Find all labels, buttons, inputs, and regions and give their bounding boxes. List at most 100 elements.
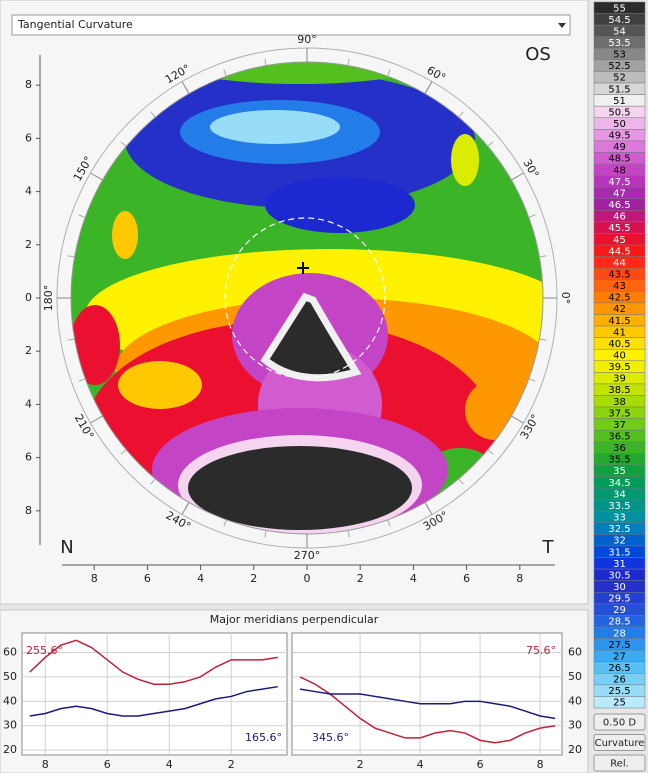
scale-label: 46.5 — [608, 200, 630, 211]
scale-label: 43 — [613, 281, 626, 292]
scale-label: 52.5 — [608, 61, 630, 72]
scale-label: 36 — [613, 443, 626, 454]
button-label[interactable]: Curvature — [595, 738, 645, 749]
dropdown-arrow[interactable] — [558, 23, 566, 28]
series-line — [29, 639, 278, 685]
temporal-label: T — [542, 537, 555, 558]
ring-tick — [120, 449, 127, 455]
scale-label: 41.5 — [608, 316, 630, 327]
button-label[interactable]: Rel. — [610, 759, 629, 770]
angle-tick — [90, 415, 103, 424]
scale-label: 37 — [613, 420, 626, 431]
scale-label: 32 — [613, 536, 626, 547]
pupil-circle — [224, 217, 386, 379]
dropdown-text[interactable]: Tangential Curvature — [17, 18, 133, 31]
ring-tick — [539, 338, 547, 341]
scale-label: 49.5 — [608, 131, 630, 142]
y-tick-label: 4 — [25, 185, 32, 198]
ring-tick — [458, 111, 464, 118]
zone — [118, 361, 202, 409]
angle-tick — [424, 81, 433, 94]
scale-label: 26 — [613, 675, 626, 686]
scale-label: 47 — [613, 188, 626, 199]
plot-area — [21, 632, 288, 756]
angle-tick — [511, 172, 524, 181]
dropdown-box[interactable] — [11, 14, 571, 36]
scale-label: 29.5 — [608, 594, 630, 605]
scale-label: 30 — [613, 582, 626, 593]
angle-tick — [181, 502, 190, 515]
nasal-label: N — [60, 537, 73, 558]
ring-tick — [150, 478, 156, 485]
y-tick-label: 2 — [25, 238, 32, 251]
y-tick-label: 8 — [25, 78, 32, 91]
scale-label: 54 — [613, 26, 626, 37]
scale-label: 40 — [613, 351, 626, 362]
scale-label: 43.5 — [608, 269, 630, 280]
scale-label: 28 — [613, 628, 626, 639]
series-label: 165.6° — [245, 731, 282, 744]
y-tick-label: 8 — [25, 504, 32, 517]
scale-label: 25.5 — [608, 686, 630, 697]
series-line — [299, 676, 556, 744]
scale-label: 47.5 — [608, 177, 630, 188]
scale-label: 36.5 — [608, 432, 630, 443]
scale-label: 50.5 — [608, 107, 630, 118]
eye-label: OS — [525, 44, 551, 65]
scale-label: 32.5 — [608, 524, 630, 535]
scale-label: 53 — [613, 50, 626, 61]
zone — [188, 446, 412, 530]
ring-tick — [528, 214, 536, 218]
button-label[interactable]: 0.50 D — [603, 718, 636, 729]
x-tick-label: 4 — [417, 758, 424, 771]
scale-label: 27 — [613, 651, 626, 662]
x-tick-label: 6 — [104, 758, 111, 771]
y-tick-label: 50 — [3, 670, 17, 683]
x-tick-label: 6 — [477, 758, 484, 771]
ring-tick — [387, 69, 391, 77]
scale-label: 51.5 — [608, 84, 630, 95]
scale-label: 54.5 — [608, 15, 630, 26]
zone — [451, 134, 479, 186]
angle-tick — [511, 415, 524, 424]
scale-label: 39.5 — [608, 362, 630, 373]
scale-label: 45.5 — [608, 223, 630, 234]
series-label: 75.6° — [526, 644, 556, 657]
y-tick-label: 6 — [25, 131, 32, 144]
ring-tick — [347, 530, 350, 538]
ring-tick — [67, 338, 75, 341]
ring-tick — [150, 111, 156, 118]
button[interactable] — [593, 734, 646, 751]
scale-label: 29 — [613, 605, 626, 616]
ring-tick — [347, 58, 350, 66]
button[interactable] — [593, 713, 646, 731]
scale-label: 34 — [613, 489, 626, 500]
y-tick-label: 60 — [568, 646, 582, 659]
x-tick-label: 8 — [516, 572, 523, 585]
scale-cell — [593, 696, 646, 709]
scale-label: 25 — [613, 698, 626, 709]
x-tick-label: 0 — [304, 572, 311, 585]
scale-label: 40.5 — [608, 339, 630, 350]
scale-label: 31.5 — [608, 547, 630, 558]
button[interactable] — [593, 754, 646, 772]
y-tick-label: 30 — [568, 719, 582, 732]
scale-label: 53.5 — [608, 38, 630, 49]
angle-label: 0° — [559, 292, 572, 305]
scale-label: 33 — [613, 513, 626, 524]
series-label: 345.6° — [312, 731, 349, 744]
series-label: 255.6° — [26, 644, 63, 657]
scale-label: 27.5 — [608, 640, 630, 651]
scale-label: 33.5 — [608, 501, 630, 512]
y-tick-label: 60 — [3, 646, 17, 659]
y-tick-label: 2 — [25, 344, 32, 357]
x-tick-label: 2 — [228, 758, 235, 771]
apex-cross — [297, 262, 309, 274]
scale-label: 26.5 — [608, 663, 630, 674]
zone — [260, 292, 362, 382]
ring-tick — [264, 530, 267, 538]
dropdown[interactable]: Tangential Curvature — [11, 14, 571, 36]
scale-label: 28.5 — [608, 617, 630, 628]
scale-label: 37.5 — [608, 408, 630, 419]
